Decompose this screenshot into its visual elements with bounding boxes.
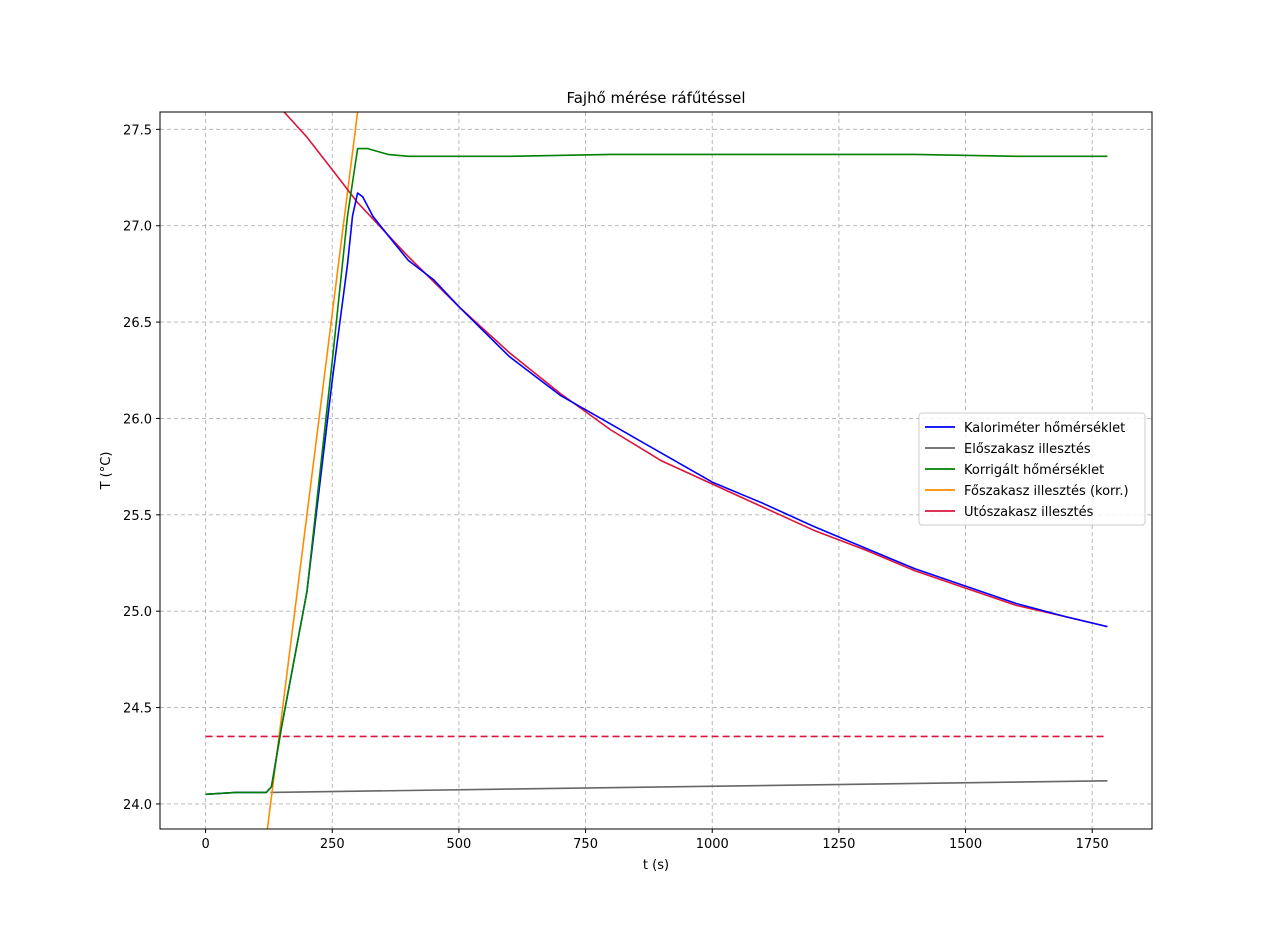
x-tick-label: 1250 xyxy=(822,837,855,852)
x-tick-label: 1000 xyxy=(696,837,729,852)
x-tick-label: 1500 xyxy=(949,837,982,852)
series-line-2 xyxy=(205,147,1108,796)
x-tick-label: 750 xyxy=(573,837,598,852)
y-tick-label: 27.5 xyxy=(123,123,152,138)
x-axis: 0 250 500 750 1000 1250 1500 1750 xyxy=(201,829,1109,852)
y-axis-title: T (°C) xyxy=(99,452,114,491)
plot-series xyxy=(205,112,1108,829)
x-tick-label: 1750 xyxy=(1076,837,1109,852)
x-tick-label: 500 xyxy=(447,837,472,852)
y-axis: 24.0 24.5 25.0 25.5 26.0 26.5 27.0 27.5 xyxy=(123,123,160,813)
legend-entry: Kaloriméter hőmérséklet xyxy=(964,421,1125,436)
legend-entry: Főszakasz illesztés (korr.) xyxy=(964,484,1129,499)
chart-title: Fajhő mérése ráfűtéssel xyxy=(566,89,745,107)
y-tick-label: 24.5 xyxy=(123,702,152,717)
plot-frame xyxy=(159,111,1153,830)
y-tick-label: 27.0 xyxy=(123,220,152,235)
y-tick-label: 26.0 xyxy=(123,412,152,427)
legend-entry: Előszakasz illesztés xyxy=(964,442,1091,457)
legend-box xyxy=(918,412,1146,526)
y-tick-label: 26.5 xyxy=(123,316,152,331)
legend-entry: Korrigált hőmérséklet xyxy=(964,463,1104,478)
series-line-1 xyxy=(270,780,1108,794)
x-axis-title: t (s) xyxy=(643,858,669,873)
y-tick-label: 25.0 xyxy=(123,605,152,620)
series-line-4 xyxy=(283,112,1108,628)
y-tick-label: 25.5 xyxy=(123,509,152,524)
legend: Kaloriméter hőmérséklet Előszakasz illesz… xyxy=(918,412,1146,526)
x-tick-label: 250 xyxy=(320,837,345,852)
legend-entry: Utószakasz illesztés xyxy=(964,505,1094,520)
y-tick-label: 24.0 xyxy=(123,798,152,813)
x-tick-label: 0 xyxy=(201,837,209,852)
series-line-3 xyxy=(266,112,359,829)
